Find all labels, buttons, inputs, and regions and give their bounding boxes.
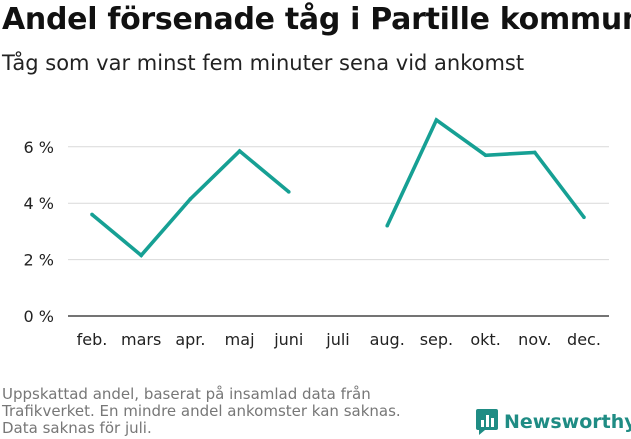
series-line-segment (385, 117, 586, 227)
x-tick-label: okt. (470, 330, 500, 349)
x-tick-label: aug. (370, 330, 405, 349)
data-point (90, 212, 94, 217)
y-tick-label: 4 % (24, 194, 54, 213)
data-point (188, 197, 193, 201)
data-point (483, 153, 488, 158)
x-tick-label: juli (325, 330, 349, 349)
brand-name: Newsworthy (504, 411, 631, 433)
data-point (434, 118, 439, 122)
x-tick-label: dec. (567, 330, 601, 349)
chart-title: Andel försenade tåg i Partille kommun (2, 2, 631, 37)
x-tick-label: juni (273, 330, 303, 349)
x-tick-label: sep. (420, 330, 453, 349)
x-tick-label: apr. (175, 330, 205, 349)
x-tick-label: maj (225, 330, 255, 349)
data-point (385, 223, 390, 228)
gridlines (68, 146, 609, 317)
footnote-line-2: Trafikverket. En mindre andel ankomster … (2, 402, 401, 420)
data-point (139, 253, 143, 258)
footnote-line-1: Uppskattad andel, baserat på insamlad da… (2, 385, 371, 403)
brand-logo: Newsworthy (476, 409, 631, 435)
footnote-line-3: Data saknas för juli. (2, 419, 152, 437)
x-tick-label: nov. (518, 330, 551, 349)
y-tick-label: 6 % (24, 138, 54, 157)
x-tick-label: feb. (77, 330, 108, 349)
data-point (287, 190, 291, 194)
chart-subtitle: Tåg som var minst fem minuter sena vid a… (2, 51, 525, 75)
axis-ticks: 0 % 2 % 4 % 6 % feb. mars apr. maj juni juli aug. s… (24, 138, 601, 349)
data-point (582, 215, 586, 220)
x-tick-label: mars (121, 330, 161, 349)
footnote: Uppskattad andel, baserat på insamlad da… (2, 386, 442, 437)
y-tick-label: 2 % (24, 251, 54, 270)
data-point (533, 150, 537, 155)
bar-chart-badge-icon (476, 409, 498, 435)
data-point (237, 149, 242, 153)
y-tick-label: 0 % (24, 307, 54, 326)
series-lines (90, 117, 586, 258)
